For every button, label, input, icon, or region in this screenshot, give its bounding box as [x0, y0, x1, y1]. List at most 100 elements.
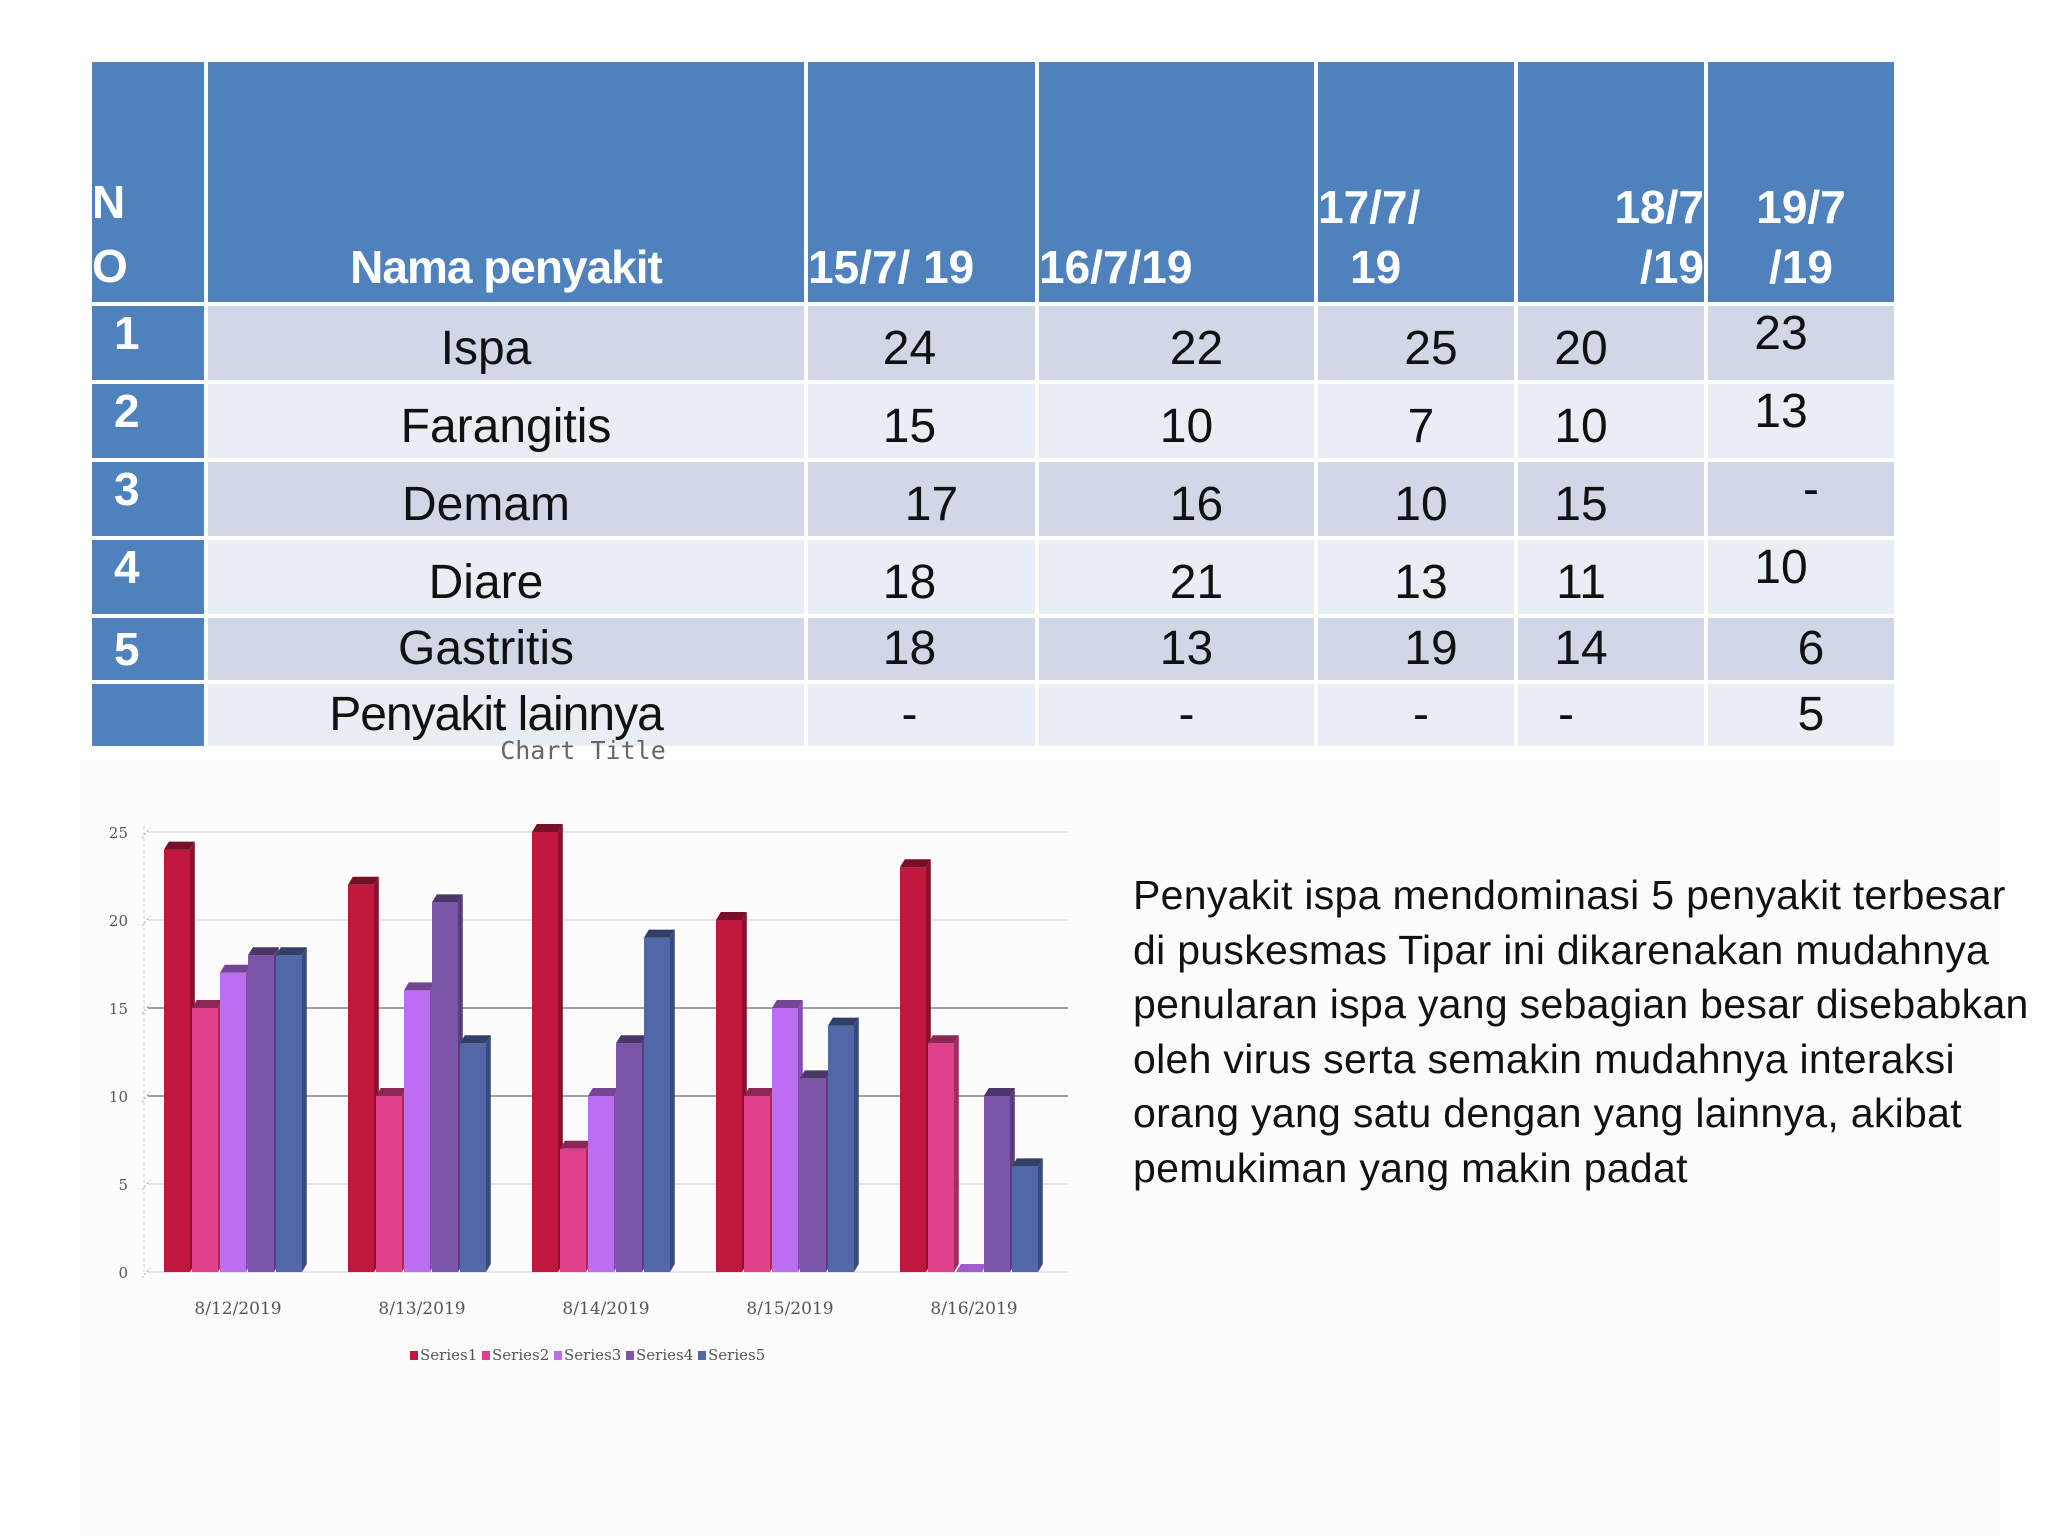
disease-name: Penyakit lainnya [204, 680, 808, 750]
legend-label: Series4 [636, 1346, 693, 1364]
header-date-3: 17/7/ 19 [1314, 58, 1518, 306]
legend-swatch [410, 1351, 418, 1360]
disease-name: Diare [204, 536, 808, 618]
bar-top [192, 1000, 223, 1008]
row-number: 1 [88, 302, 208, 384]
chart-bars [164, 824, 1043, 1272]
value-cell: 22 [1035, 302, 1318, 384]
y-tick-label: 20 [109, 912, 128, 930]
header-date-4-line2: /19 [1640, 241, 1704, 294]
disease-name: Farangitis [204, 380, 808, 462]
bar-top [460, 1035, 491, 1044]
disease-name: Demam [204, 458, 808, 540]
legend-swatch [554, 1351, 562, 1360]
value-cell: - [1314, 680, 1518, 750]
row-number: 3 [88, 458, 208, 540]
y-tick-label: 10 [109, 1088, 128, 1106]
disease-name: Ispa [204, 302, 808, 384]
bar-side [954, 1035, 959, 1272]
bar [716, 920, 742, 1272]
explanation-text: Penyakit ispa mendominasi 5 penyakit ter… [1133, 872, 2029, 1191]
bar [1012, 1166, 1038, 1272]
x-tick-label: 8/16/2019 [930, 1299, 1017, 1319]
bar [276, 955, 302, 1272]
row-number: 5 [88, 614, 208, 684]
bar-top [800, 1070, 831, 1079]
bar [376, 1096, 402, 1272]
bar [192, 1008, 218, 1272]
header-date-2: 16/7/19 [1035, 58, 1318, 306]
bar [348, 884, 374, 1272]
bar-side [302, 947, 307, 1272]
header-date-5-line2: /19 [1769, 241, 1833, 294]
value-cell: 11 [1514, 536, 1708, 618]
axis-depth-tick [141, 1179, 151, 1191]
table-row: 1 Ispa 24 22 25 20 23 [88, 302, 1898, 384]
bar [220, 972, 246, 1272]
value-cell: 15 [1514, 458, 1708, 540]
bar-top [1012, 1158, 1043, 1167]
value-cell: 25 [1314, 302, 1518, 384]
bar-top [220, 964, 251, 973]
legend-label: Series2 [492, 1346, 549, 1364]
value-cell: 20 [1514, 302, 1708, 384]
table-row: 4 Diare 18 21 13 11 10 [88, 536, 1898, 618]
x-tick-label: 8/12/2019 [194, 1299, 281, 1319]
bar [248, 955, 274, 1272]
bar-top [772, 1000, 803, 1008]
bar-top [928, 1035, 959, 1044]
bar [616, 1043, 642, 1272]
row-number: 2 [88, 380, 208, 462]
legend-label: Series1 [420, 1346, 477, 1364]
bar [744, 1096, 770, 1272]
bar [928, 1043, 954, 1272]
value-cell: - [1704, 458, 1898, 540]
disease-name: Gastritis [204, 614, 808, 684]
row-number: 4 [88, 536, 208, 618]
value-cell: 18 [804, 536, 1039, 618]
value-cell: 10 [1704, 536, 1898, 618]
bar-top [532, 824, 563, 832]
value-cell: 24 [804, 302, 1039, 384]
bar-top [744, 1088, 775, 1096]
bar-top [276, 947, 307, 956]
value-cell: 6 [1704, 614, 1898, 684]
value-cell: 14 [1514, 614, 1708, 684]
bar-chart: Chart Title 0 5 10 15 20 25 8/12/2019 8/13/2019… [80, 730, 1090, 1390]
value-cell: 7 [1314, 380, 1518, 462]
bar [432, 902, 458, 1272]
bar-top [560, 1140, 591, 1149]
y-tick-label: 0 [118, 1264, 128, 1282]
table-header-row: N O Nama penyakit 15/7/ 19 16/7/19 17/7/… [88, 58, 1898, 306]
axis-depth-tick [141, 827, 151, 839]
value-cell: 10 [1035, 380, 1318, 462]
disease-table: N O Nama penyakit 15/7/ 19 16/7/19 17/7/… [88, 58, 1898, 750]
bar-top [164, 841, 195, 850]
value-cell: 15 [804, 380, 1039, 462]
bar-top [588, 1088, 619, 1096]
header-date-3-line1: 17/7/ [1318, 181, 1421, 234]
value-cell: 13 [1704, 380, 1898, 462]
value-cell: 5 [1704, 680, 1898, 750]
header-date-1: 15/7/ 19 [804, 58, 1039, 306]
bar [772, 1008, 798, 1272]
bar-top [404, 982, 435, 991]
header-date-4: 18/7 /19 [1514, 58, 1708, 306]
x-tick-label: 8/13/2019 [378, 1299, 465, 1319]
bar-top [900, 859, 931, 868]
bar [800, 1078, 826, 1272]
bar [404, 990, 430, 1272]
legend-swatch [482, 1351, 490, 1360]
value-cell: - [804, 680, 1039, 750]
y-tick-label: 15 [109, 1000, 128, 1018]
bar-top [644, 929, 675, 938]
bar [644, 937, 670, 1272]
bar-top [348, 876, 379, 885]
bar-side [670, 929, 675, 1272]
y-tick-label: 25 [109, 824, 128, 842]
legend-label: Series5 [708, 1346, 765, 1364]
bar [900, 867, 926, 1272]
bar [984, 1096, 1010, 1272]
bar-side [1038, 1158, 1043, 1272]
value-cell: 19 [1314, 614, 1518, 684]
